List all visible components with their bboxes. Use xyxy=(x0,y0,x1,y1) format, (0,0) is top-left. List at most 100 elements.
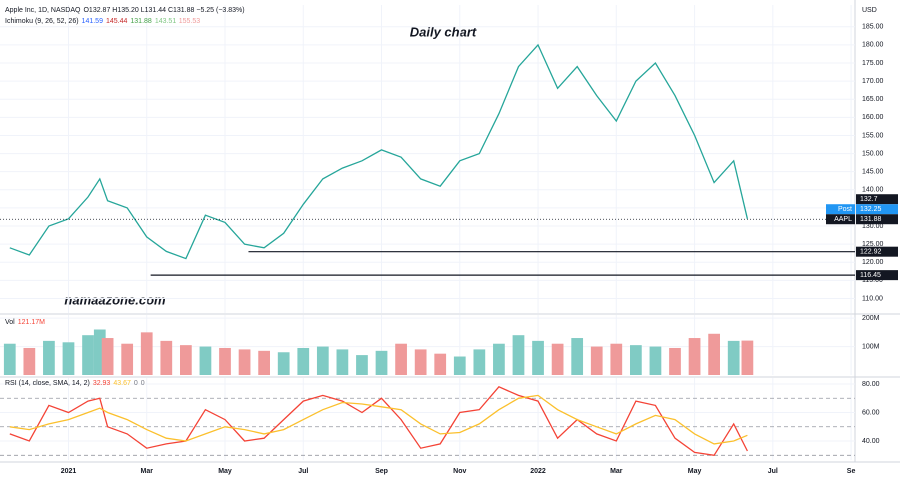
price-tag-label: 132.7 xyxy=(860,196,878,203)
volume-bar xyxy=(551,343,564,375)
y-tick-label: 60.00 xyxy=(862,409,880,416)
volume-bar xyxy=(238,349,251,375)
volume-bar xyxy=(316,346,329,375)
price-tag-label: 131.88 xyxy=(860,216,882,223)
level-tag xyxy=(856,246,898,257)
series-line xyxy=(9,43,749,260)
volume-bar xyxy=(473,349,486,375)
volume-bar xyxy=(199,346,212,375)
x-tick-label: Jul xyxy=(298,468,308,475)
volume-bar xyxy=(688,338,701,375)
y-tick-label: 125.00 xyxy=(862,241,884,248)
indicator-value: 32.93 xyxy=(93,380,111,387)
volume-bar xyxy=(180,345,192,375)
indicator-name: Vol xyxy=(5,319,15,326)
volume-bar xyxy=(219,347,231,375)
volume-bar xyxy=(453,356,466,375)
y-tick-label: 160.00 xyxy=(862,114,884,121)
indicator-value: 43.67 xyxy=(113,380,131,387)
volume-bar xyxy=(434,353,447,375)
volume-bar xyxy=(62,342,75,375)
price-tag-box xyxy=(856,214,898,225)
y-tick-label: 115.00 xyxy=(862,277,883,284)
volume-bar xyxy=(590,346,603,375)
y-tick-label: 100M xyxy=(862,343,880,350)
volume-bar xyxy=(375,350,388,375)
symbol: Apple Inc, 1D, NASDAQ xyxy=(5,7,81,14)
x-tick-label: May xyxy=(688,468,702,475)
volume-bar xyxy=(669,347,681,375)
volume-bar xyxy=(3,343,16,375)
volume-bar xyxy=(356,355,368,375)
volume-bar xyxy=(258,350,270,375)
legend-text: Ichimoku (9, 26, 52, 26) 141.59 145.44 131.… xyxy=(5,18,200,25)
ohlc: O132.87 H135.20 L131.44 C131.88 −5.25 (−… xyxy=(83,7,244,14)
volume-bar xyxy=(630,345,642,375)
indicator-name: Ichimoku (9, 26, 52, 26) xyxy=(5,18,79,25)
indicator-value: 131.88 xyxy=(130,18,152,25)
x-tick-label: Sep xyxy=(375,468,388,475)
indicator-value: 0 xyxy=(134,380,138,387)
level-label: 116.45 xyxy=(860,272,881,279)
volume-bar xyxy=(121,343,134,375)
price-tag-name-box xyxy=(826,204,855,215)
series-line xyxy=(9,394,748,445)
volume-bar xyxy=(493,343,505,375)
volume-bar xyxy=(277,352,290,375)
volume-bar xyxy=(140,332,153,375)
y-tick-label: 120.00 xyxy=(862,259,884,266)
volume-bar xyxy=(101,338,114,375)
volume-bar xyxy=(160,340,173,375)
y-tick-label: 170.00 xyxy=(862,78,884,85)
volume-bar xyxy=(571,338,584,375)
x-tick-label: Mar xyxy=(610,468,623,475)
volume-bar xyxy=(336,349,349,375)
level-tag xyxy=(856,270,898,281)
y-tick-label: 200M xyxy=(862,315,880,322)
indicator-value: 0 xyxy=(141,380,145,387)
watermark: namaazone.com xyxy=(64,292,166,307)
y-tick-label: 145.00 xyxy=(862,169,884,176)
indicator-value: 143.51 xyxy=(155,18,177,25)
x-tick-label: May xyxy=(218,468,232,475)
volume-bar xyxy=(512,335,525,375)
volume-bar xyxy=(727,340,740,375)
price-tag-box xyxy=(856,204,898,215)
y-tick-label: 155.00 xyxy=(862,132,884,139)
y-tick-label: 110.00 xyxy=(862,295,883,302)
y-tick-label: 150.00 xyxy=(862,150,884,157)
y-tick-label: 130.00 xyxy=(862,223,884,230)
x-tick-label: 2022 xyxy=(530,468,546,475)
indicator-name: RSI (14, close, SMA, 14, 2) xyxy=(5,380,90,387)
currency: USD xyxy=(862,7,877,14)
volume-bar xyxy=(82,335,94,375)
price-tag-box xyxy=(856,194,898,205)
price-tag-label: 132.25 xyxy=(860,206,882,213)
y-tick-label: 185.00 xyxy=(862,24,884,31)
volume-bar xyxy=(414,349,427,375)
y-tick-label: 175.00 xyxy=(862,60,884,67)
volume-bar xyxy=(649,346,662,375)
volume-bar xyxy=(23,347,36,375)
y-tick-label: 40.00 xyxy=(862,438,880,445)
volume-bar xyxy=(297,347,310,375)
volume-bar xyxy=(395,343,407,375)
legend-text: Vol 121.17M xyxy=(5,319,45,326)
x-tick-label: 2021 xyxy=(61,468,77,475)
level-label: 122.92 xyxy=(860,249,882,256)
indicator-value: 141.59 xyxy=(82,18,104,25)
x-tick-label: Mar xyxy=(141,468,154,475)
x-tick-label: Nov xyxy=(453,468,466,475)
y-tick-label: 180.00 xyxy=(862,42,884,49)
volume-bar xyxy=(610,343,623,375)
volume-bar xyxy=(741,340,754,375)
volume-bar xyxy=(93,329,106,375)
volume-bar xyxy=(708,333,720,375)
x-tick-label: Jul xyxy=(768,468,778,475)
indicator-value: 145.44 xyxy=(106,18,128,25)
y-tick-label: 165.00 xyxy=(862,96,884,103)
volume-bar xyxy=(43,340,55,375)
